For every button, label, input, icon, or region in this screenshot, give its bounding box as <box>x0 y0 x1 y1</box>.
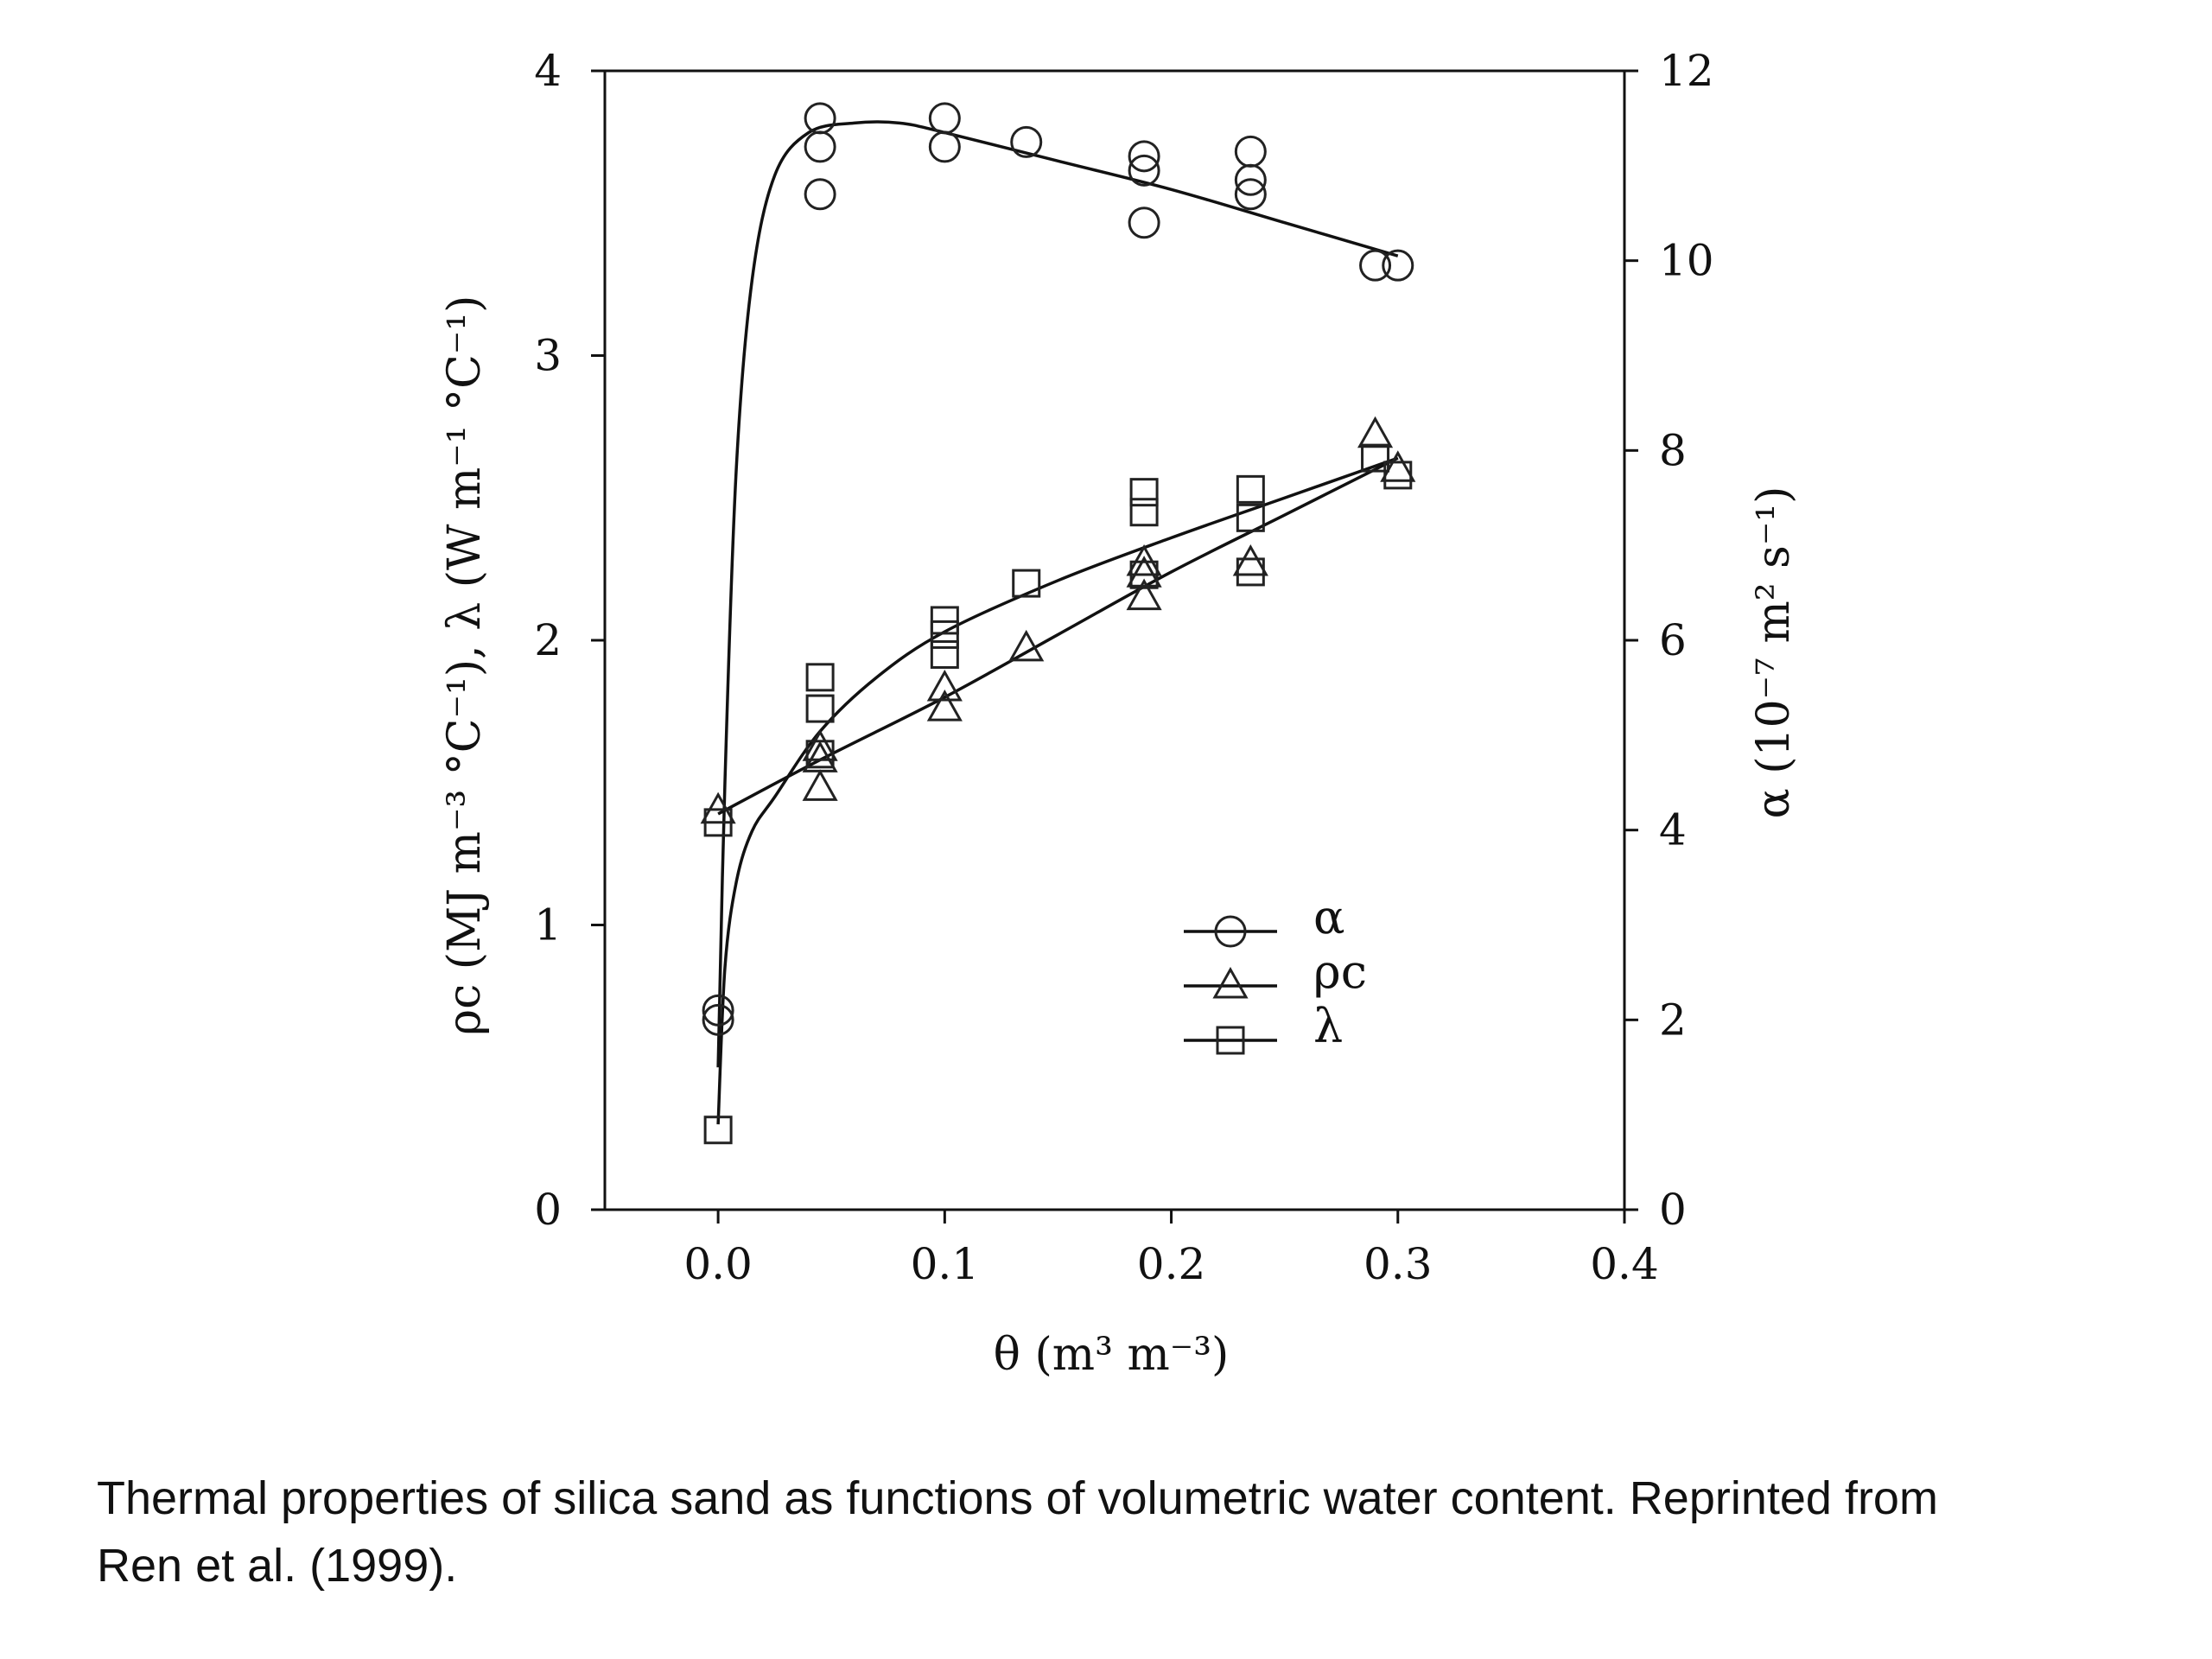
point-square-12 <box>1236 474 1265 504</box>
point-circle-13 <box>1234 178 1267 211</box>
point-circle-11 <box>1234 135 1267 168</box>
y-tick-label-4: 4 <box>534 46 562 96</box>
legend-label-0: α <box>1313 890 1344 944</box>
point-square-14 <box>1236 557 1265 587</box>
legend-marker-circle <box>1214 915 1247 948</box>
point-circle-6 <box>928 130 961 163</box>
point-triangle-11 <box>1357 416 1394 448</box>
legend-marker-square <box>1216 1026 1245 1055</box>
point-circle-9 <box>1128 154 1160 187</box>
fit-curve-0 <box>716 120 1399 1068</box>
point-circle-14 <box>1359 249 1392 282</box>
point-triangle-8 <box>1126 556 1162 588</box>
point-circle-10 <box>1128 207 1160 239</box>
y2-tick-label-5: 10 <box>1659 236 1714 286</box>
y2-tick-label-4: 8 <box>1659 425 1687 475</box>
point-circle-12 <box>1234 163 1267 196</box>
fit-curve-2 <box>716 456 1399 1125</box>
fit-curves <box>716 120 1399 1125</box>
y2-tick-label-0: 0 <box>1659 1185 1687 1235</box>
point-square-3 <box>805 694 835 723</box>
y-tick-label-0: 0 <box>534 1185 562 1235</box>
x-tick-label-4: 0.4 <box>1590 1239 1659 1289</box>
legend-label-1: ρc <box>1313 944 1367 999</box>
y-tick-label-2: 2 <box>534 615 562 665</box>
point-square-1 <box>703 1116 733 1145</box>
point-square-2 <box>805 663 835 692</box>
point-circle-15 <box>1382 249 1414 282</box>
point-circle-5 <box>928 102 961 135</box>
point-triangle-6 <box>1008 629 1045 662</box>
point-square-8 <box>1012 569 1041 598</box>
point-square-10 <box>1129 498 1159 527</box>
x-tick-label-3: 0.3 <box>1363 1239 1433 1289</box>
x-axis-label: θ (m³ m⁻³) <box>994 1329 1230 1381</box>
point-triangle-1 <box>802 729 838 761</box>
point-circle-4 <box>804 178 836 211</box>
point-triangle-10 <box>1232 543 1268 576</box>
point-triangle-5 <box>926 690 963 721</box>
data-points <box>700 102 1416 1145</box>
y2-tick-label-6: 12 <box>1659 46 1714 96</box>
y-tick-label-3: 3 <box>534 331 562 381</box>
point-square-15 <box>1361 443 1390 473</box>
point-triangle-9 <box>1126 578 1162 611</box>
point-square-11 <box>1129 560 1159 589</box>
x-tick-label-1: 0.1 <box>911 1239 980 1289</box>
point-square-16 <box>1383 461 1413 490</box>
y2-tick-label-2: 4 <box>1659 805 1687 855</box>
point-square-13 <box>1236 503 1265 532</box>
figure-caption: Thermal properties of silica sand as fun… <box>97 1465 2171 1599</box>
legend-marker-triangle <box>1212 966 1249 999</box>
point-circle-0 <box>702 994 734 1027</box>
point-triangle-4 <box>926 669 963 702</box>
x-tick-label-2: 0.2 <box>1137 1239 1206 1289</box>
point-circle-8 <box>1128 140 1160 173</box>
point-circle-1 <box>702 1003 734 1036</box>
caption-line-1: Thermal properties of silica sand as fun… <box>97 1472 1938 1524</box>
y-axis-label-right: α (10⁻⁷ m² s⁻¹) <box>1748 486 1800 819</box>
point-square-0 <box>703 808 733 837</box>
y2-tick-label-1: 2 <box>1659 995 1687 1045</box>
point-square-6 <box>930 620 959 649</box>
y-tick-label-1: 1 <box>534 900 562 950</box>
point-circle-7 <box>1010 125 1043 158</box>
legend-label-2: λ <box>1313 999 1343 1053</box>
y-axis-label-left: ρc (MJ m⁻³ °C⁻¹), λ (W m⁻¹ °C⁻¹) <box>439 296 491 1036</box>
point-square-9 <box>1129 478 1159 507</box>
x-tick-label-0: 0.0 <box>683 1239 753 1289</box>
y2-tick-label-3: 6 <box>1659 615 1687 665</box>
point-triangle-3 <box>802 769 838 801</box>
point-square-7 <box>930 639 959 669</box>
caption-line-2: Ren et al. (1999). <box>97 1540 458 1592</box>
point-triangle-12 <box>1380 450 1416 482</box>
point-square-4 <box>805 740 835 769</box>
point-circle-3 <box>804 130 836 163</box>
